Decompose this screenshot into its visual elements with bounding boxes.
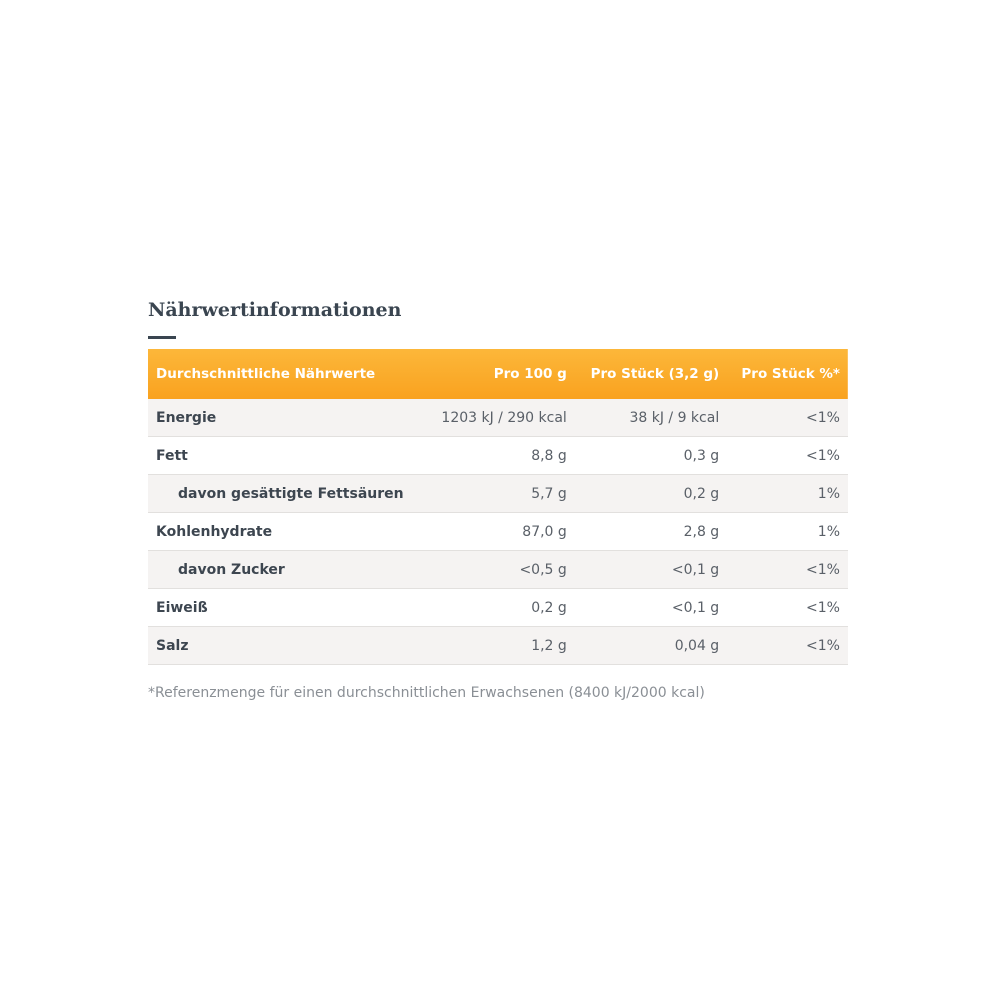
cell-value: <1% <box>727 550 848 589</box>
cell-value: <1% <box>727 626 848 665</box>
row-label: davon Zucker <box>148 550 426 589</box>
cell-value: 2,8 g <box>574 512 728 551</box>
cell-value: 1,2 g <box>425 626 575 665</box>
column-header: Pro Stück (3,2 g) <box>590 366 720 382</box>
table-row: Salz 1,2 g 0,04 g <1% <box>148 626 848 665</box>
column-header: Pro Stück %* <box>741 366 840 382</box>
section-title: Nährwertinformationen <box>148 299 402 321</box>
cell-value: <0,5 g <box>425 550 575 589</box>
title-underline <box>148 336 176 339</box>
table-row: davon Zucker <0,5 g <0,1 g <1% <box>148 550 848 589</box>
row-label: Fett <box>148 436 426 475</box>
cell-value: 38 kJ / 9 kcal <box>574 399 728 437</box>
header-row: Durchschnittliche Nährwerte Pro 100 g Pro … <box>148 349 848 399</box>
column-header: Pro 100 g <box>493 366 567 382</box>
cell-value: 5,7 g <box>425 474 575 513</box>
cell-value: <1% <box>727 399 848 437</box>
row-label: Eiweiß <box>148 588 426 627</box>
cell-value: 0,3 g <box>574 436 728 475</box>
cell-value: 0,04 g <box>574 626 728 665</box>
footnote: *Referenzmenge für einen durchschnittlic… <box>148 685 705 701</box>
table-row: davon gesättigte Fettsäuren 5,7 g 0,2 g 1% <box>148 474 848 513</box>
column-header: Durchschnittliche Nährwerte <box>156 366 376 382</box>
cell-value: 0,2 g <box>425 588 575 627</box>
table-row: Kohlenhydrate 87,0 g 2,8 g 1% <box>148 512 848 551</box>
cell-value: 1% <box>727 512 848 551</box>
row-label: Salz <box>148 626 426 665</box>
row-label: davon gesättigte Fettsäuren <box>148 474 426 513</box>
cell-value: 0,2 g <box>574 474 728 513</box>
cell-value: <0,1 g <box>574 588 728 627</box>
table-row: Fett 8,8 g 0,3 g <1% <box>148 436 848 475</box>
cell-value: <1% <box>727 436 848 475</box>
cell-value: 87,0 g <box>425 512 575 551</box>
table-row: Eiweiß 0,2 g <0,1 g <1% <box>148 588 848 627</box>
nutrition-table: Durchschnittliche Nährwerte Pro 100 g Pro … <box>148 349 848 665</box>
table-row: Energie 1203 kJ / 290 kcal 38 kJ / 9 kcal <… <box>148 399 848 437</box>
nutrition-section: Nährwertinformationen Durchschnittliche … <box>148 296 848 701</box>
cell-value: 1203 kJ / 290 kcal <box>425 399 575 437</box>
cell-value: <1% <box>727 588 848 627</box>
cell-value: 8,8 g <box>425 436 575 475</box>
row-label: Kohlenhydrate <box>148 512 426 551</box>
row-label: Energie <box>148 399 426 437</box>
cell-value: 1% <box>727 474 848 513</box>
cell-value: <0,1 g <box>574 550 728 589</box>
